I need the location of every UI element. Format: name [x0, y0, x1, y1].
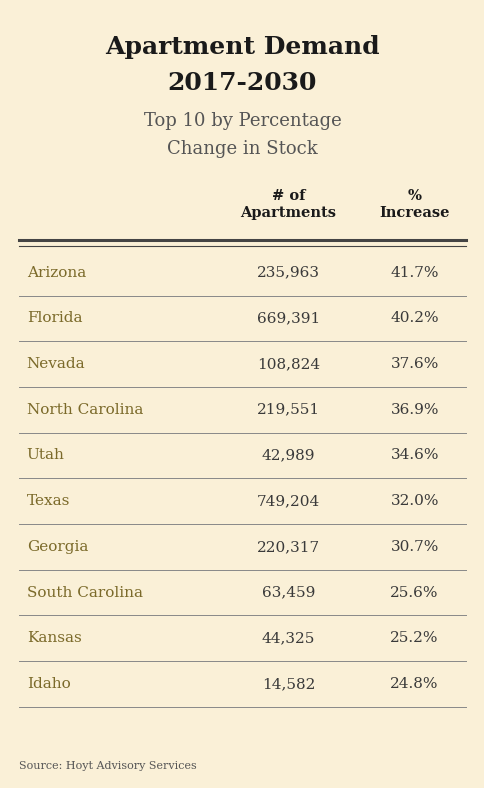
Text: 220,317: 220,317	[257, 540, 319, 554]
Text: 37.6%: 37.6%	[390, 357, 438, 371]
Text: 30.7%: 30.7%	[390, 540, 438, 554]
Text: 25.2%: 25.2%	[390, 631, 438, 645]
Text: 42,989: 42,989	[261, 448, 315, 463]
Text: South Carolina: South Carolina	[27, 585, 142, 600]
Text: 749,204: 749,204	[257, 494, 319, 508]
Text: 2017-2030: 2017-2030	[167, 71, 317, 95]
Text: Top 10 by Percentage: Top 10 by Percentage	[143, 112, 341, 130]
Text: Arizona: Arizona	[27, 266, 86, 280]
Text: Nevada: Nevada	[27, 357, 85, 371]
Text: Source: Hoyt Advisory Services: Source: Hoyt Advisory Services	[19, 760, 197, 771]
Text: Florida: Florida	[27, 311, 82, 325]
Text: Texas: Texas	[27, 494, 70, 508]
Text: Georgia: Georgia	[27, 540, 88, 554]
Text: Apartment Demand: Apartment Demand	[105, 35, 379, 59]
Text: 32.0%: 32.0%	[390, 494, 438, 508]
Text: 40.2%: 40.2%	[390, 311, 438, 325]
Text: 669,391: 669,391	[257, 311, 319, 325]
Text: Kansas: Kansas	[27, 631, 81, 645]
Text: 36.9%: 36.9%	[390, 403, 438, 417]
Text: 41.7%: 41.7%	[390, 266, 438, 280]
Text: 108,824: 108,824	[257, 357, 319, 371]
Text: 25.6%: 25.6%	[390, 585, 438, 600]
Text: 24.8%: 24.8%	[390, 677, 438, 691]
Text: North Carolina: North Carolina	[27, 403, 143, 417]
Text: 235,963: 235,963	[257, 266, 319, 280]
Text: 14,582: 14,582	[261, 677, 315, 691]
Text: # of
Apartments: # of Apartments	[240, 189, 336, 221]
Text: Utah: Utah	[27, 448, 64, 463]
Text: %
Increase: % Increase	[378, 189, 449, 221]
Text: 44,325: 44,325	[261, 631, 315, 645]
Text: 219,551: 219,551	[257, 403, 319, 417]
Text: Change in Stock: Change in Stock	[167, 140, 317, 158]
Text: 34.6%: 34.6%	[390, 448, 438, 463]
Text: Idaho: Idaho	[27, 677, 70, 691]
Text: 63,459: 63,459	[261, 585, 315, 600]
